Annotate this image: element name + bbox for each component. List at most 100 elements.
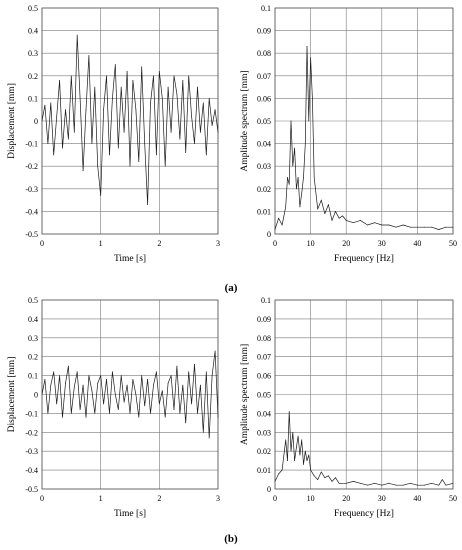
data-point (59, 375, 60, 376)
data-point (381, 224, 383, 226)
y-tick-label: -0.2 (25, 162, 38, 171)
x-tick-label: 0 (40, 494, 44, 503)
data-point (308, 120, 310, 122)
data-point (126, 384, 128, 386)
x-tick-label: 3 (216, 239, 220, 248)
data-point (62, 147, 63, 149)
data-point (287, 460, 288, 461)
x-tick-label: 40 (413, 239, 421, 248)
data-point (65, 109, 66, 111)
data-point (317, 208, 319, 210)
data-point (68, 138, 69, 140)
x-tick-label: 40 (413, 494, 421, 503)
data-point (170, 375, 172, 376)
data-point (144, 405, 146, 407)
data-point (94, 413, 96, 414)
data-point (153, 384, 154, 386)
chart-panel-a-right: 0 0.01 0.02 0.03 0.04 0.05 0.06 0.07 0.08 0.09 0.1… (240, 4, 457, 264)
y-axis-label: Amplitude spectrum [mm] (240, 70, 250, 171)
data-point (123, 401, 125, 403)
data-point (150, 102, 151, 104)
y-tick-label: -0.1 (25, 409, 38, 418)
data-point (338, 482, 340, 484)
data-point (132, 79, 134, 81)
data-point (320, 471, 322, 473)
data-point (73, 386, 75, 388)
data-point (313, 177, 315, 178)
data-point (106, 379, 107, 380)
data-point (441, 479, 443, 480)
data-point (144, 143, 146, 145)
y-tick-label: -0.4 (25, 207, 38, 216)
data-point (126, 70, 128, 72)
data-point (185, 152, 187, 154)
y-tick-label: 0.03 (257, 428, 271, 437)
data-point (285, 439, 287, 441)
data-point (324, 477, 326, 479)
y-tick-label: 0.1 (261, 4, 271, 13)
y-tick-label: -0.3 (25, 185, 38, 194)
data-point (76, 371, 78, 373)
data-point (409, 482, 411, 484)
data-point (56, 403, 58, 405)
data-point (191, 116, 193, 117)
data-point (292, 431, 294, 433)
data-point (197, 413, 198, 414)
data-point (123, 131, 125, 133)
data-point (100, 375, 102, 376)
data-point (132, 379, 134, 380)
data-point (288, 411, 290, 412)
data-point (150, 413, 151, 414)
chart-panel-b-left: -0.5 -0.4 -0.3 -0.2 -0.1 0 0.1 0.2 0.3 0.4 0.5 0 1 2 3… (7, 296, 220, 519)
y-tick-label: 0.02 (257, 447, 271, 456)
x-tick-label: 50 (449, 494, 457, 503)
data-point (217, 416, 219, 418)
y-tick-label: 0.06 (257, 372, 271, 381)
data-point (94, 86, 96, 88)
y-tick-label: 0.5 (28, 4, 38, 13)
data-point (91, 390, 93, 392)
data-point (164, 165, 166, 167)
data-point (374, 482, 376, 484)
data-point (202, 431, 204, 433)
x-axis-label: Time [s] (114, 254, 146, 264)
data-point (44, 379, 46, 380)
data-point (424, 484, 425, 486)
data-point (352, 222, 354, 224)
data-point (129, 165, 131, 167)
y-tick-label: 0 (267, 230, 271, 239)
data-point (41, 394, 43, 395)
x-tick-label: 1 (99, 239, 103, 248)
data-point (129, 413, 131, 414)
data-point (294, 460, 295, 461)
data-point (335, 211, 336, 212)
y-tick-label: 0.07 (257, 72, 271, 81)
data-point (285, 206, 287, 208)
data-point (197, 86, 198, 88)
data-point (156, 371, 157, 373)
data-point (297, 435, 299, 437)
data-point (331, 481, 333, 482)
data-point (294, 147, 295, 149)
data-point (290, 120, 292, 122)
data-point (395, 484, 397, 486)
data-point (156, 154, 157, 156)
data-point (188, 75, 190, 77)
data-point (106, 75, 107, 77)
y-axis-label: Amplitude spectrum [mm] (240, 344, 250, 445)
data-point (281, 224, 283, 226)
data-point (161, 390, 163, 392)
data-point (310, 469, 311, 471)
data-point (288, 183, 290, 185)
y-tick-label: 0 (34, 391, 38, 400)
data-point (47, 413, 49, 414)
data-point (317, 479, 319, 480)
data-point (141, 375, 143, 376)
data-point (59, 79, 60, 81)
data-point (367, 224, 368, 226)
data-point (158, 403, 160, 405)
data-point (114, 64, 116, 65)
y-tick-label: 0.1 (28, 372, 38, 381)
data-point (73, 131, 75, 133)
